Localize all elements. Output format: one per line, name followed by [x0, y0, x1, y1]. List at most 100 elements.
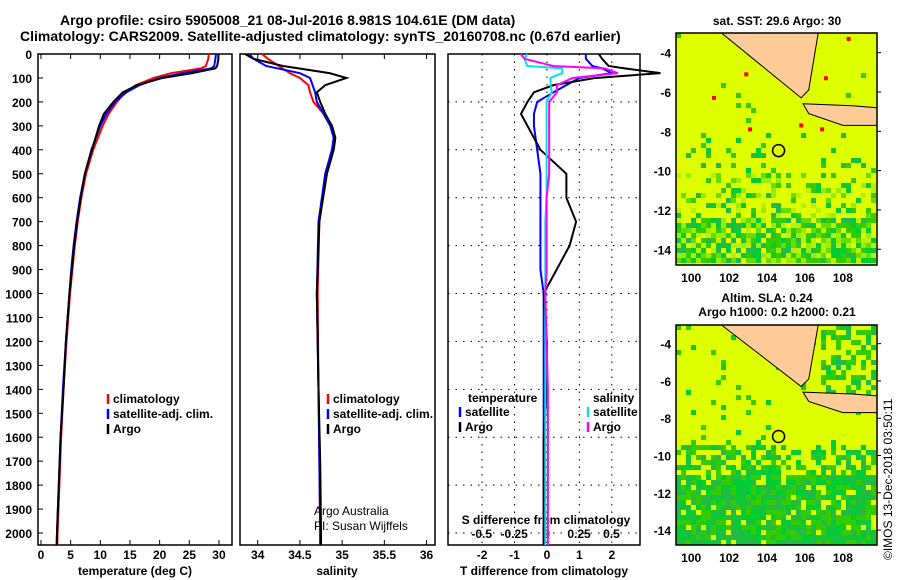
- x-tick-label: 5: [67, 548, 74, 562]
- map-cell: [831, 515, 836, 520]
- map-cell: [746, 168, 751, 173]
- map-cell: [716, 258, 721, 263]
- map-cell: [806, 218, 811, 223]
- map-cell: [686, 480, 691, 485]
- map-cell: [711, 510, 716, 515]
- map-cell: [856, 233, 861, 238]
- map-cell: [756, 258, 761, 263]
- map-cell: [746, 495, 751, 500]
- map-cell: [856, 475, 861, 480]
- map-cell: [816, 525, 821, 530]
- map-cell: [806, 515, 811, 520]
- map-cell: [851, 340, 856, 345]
- map-cell: [796, 515, 801, 520]
- map-cell: [736, 450, 741, 455]
- map-cell: [816, 475, 821, 480]
- map-cell: [716, 485, 721, 490]
- map-cell: [846, 335, 851, 340]
- map-cell: [736, 223, 741, 228]
- map-cell: [746, 410, 751, 415]
- map-cell: [676, 450, 681, 455]
- map-cell: [751, 515, 756, 520]
- map-cell: [791, 208, 796, 213]
- map-cell: [691, 228, 696, 233]
- map-cell: [796, 450, 801, 455]
- map-cell: [746, 480, 751, 485]
- map-cell: [716, 505, 721, 510]
- map-cell: [851, 223, 856, 228]
- map-cell: [756, 540, 761, 545]
- map-cell: [811, 470, 816, 475]
- difference-line-3: [519, 53, 619, 545]
- map-cell: [741, 460, 746, 465]
- map-cell: [736, 385, 741, 390]
- map-cell: [776, 505, 781, 510]
- map-cell: [736, 530, 741, 535]
- s-tick-label: -0.5: [471, 527, 492, 541]
- map-cell: [871, 188, 876, 193]
- map-cell: [741, 490, 746, 495]
- map-cell: [761, 505, 766, 510]
- map-cell: [691, 490, 696, 495]
- map-cell: [841, 325, 846, 330]
- map-cell: [846, 540, 851, 545]
- map-cell: [816, 480, 821, 485]
- map-cell: [781, 228, 786, 233]
- map-cell: [726, 198, 731, 203]
- map-cell: [686, 450, 691, 455]
- map-cell: [691, 258, 696, 263]
- map-cell: [786, 530, 791, 535]
- map-cell: [736, 208, 741, 213]
- map-cell: [766, 253, 771, 258]
- map-cell: [811, 540, 816, 545]
- map-cell: [846, 360, 851, 365]
- map-cell: [776, 218, 781, 223]
- map-cell: [806, 470, 811, 475]
- difference-line-0: [532, 54, 616, 545]
- map-cell: [716, 228, 721, 233]
- map-cell: [866, 475, 871, 480]
- map-cell: [811, 475, 816, 480]
- map-cell: [856, 375, 861, 380]
- map-cell: [826, 233, 831, 238]
- map-cell: [831, 495, 836, 500]
- map-cell: [846, 460, 851, 465]
- map-cell: [871, 485, 876, 490]
- map-cell: [711, 223, 716, 228]
- map-cell: [701, 495, 706, 500]
- map-cell: [786, 500, 791, 505]
- map-cell: [836, 243, 841, 248]
- map-cell: [676, 238, 681, 243]
- map-cell: [846, 520, 851, 525]
- map-cell: [751, 450, 756, 455]
- map-cell: [701, 435, 706, 440]
- map-cell: [856, 500, 861, 505]
- map-cell: [826, 385, 831, 390]
- map-cell: [696, 228, 701, 233]
- map-cell: [856, 470, 861, 475]
- map-cell: [821, 530, 826, 535]
- map-cell: [786, 258, 791, 263]
- imos-credit: ©IMOS 13-Dec-2018 03:50:11: [881, 398, 895, 560]
- map-cell: [821, 535, 826, 540]
- map-cell: [726, 450, 731, 455]
- map-cell: [781, 540, 786, 545]
- map-cell: [716, 380, 721, 385]
- map-cell: [696, 525, 701, 530]
- map-cell: [781, 495, 786, 500]
- map-cell: [716, 163, 721, 168]
- map-cell: [846, 475, 851, 480]
- map-cell: [711, 495, 716, 500]
- map-cell: [686, 445, 691, 450]
- map-cell: [711, 445, 716, 450]
- map-cell: [786, 183, 791, 188]
- map-cell: [781, 535, 786, 540]
- map-cell: [741, 515, 746, 520]
- map-cell: [761, 500, 766, 505]
- map-cell: [821, 253, 826, 258]
- map-cell: [851, 253, 856, 258]
- map-cell: [711, 233, 716, 238]
- map-cell: [766, 490, 771, 495]
- map-cell: [836, 365, 841, 370]
- map-cell: [701, 163, 706, 168]
